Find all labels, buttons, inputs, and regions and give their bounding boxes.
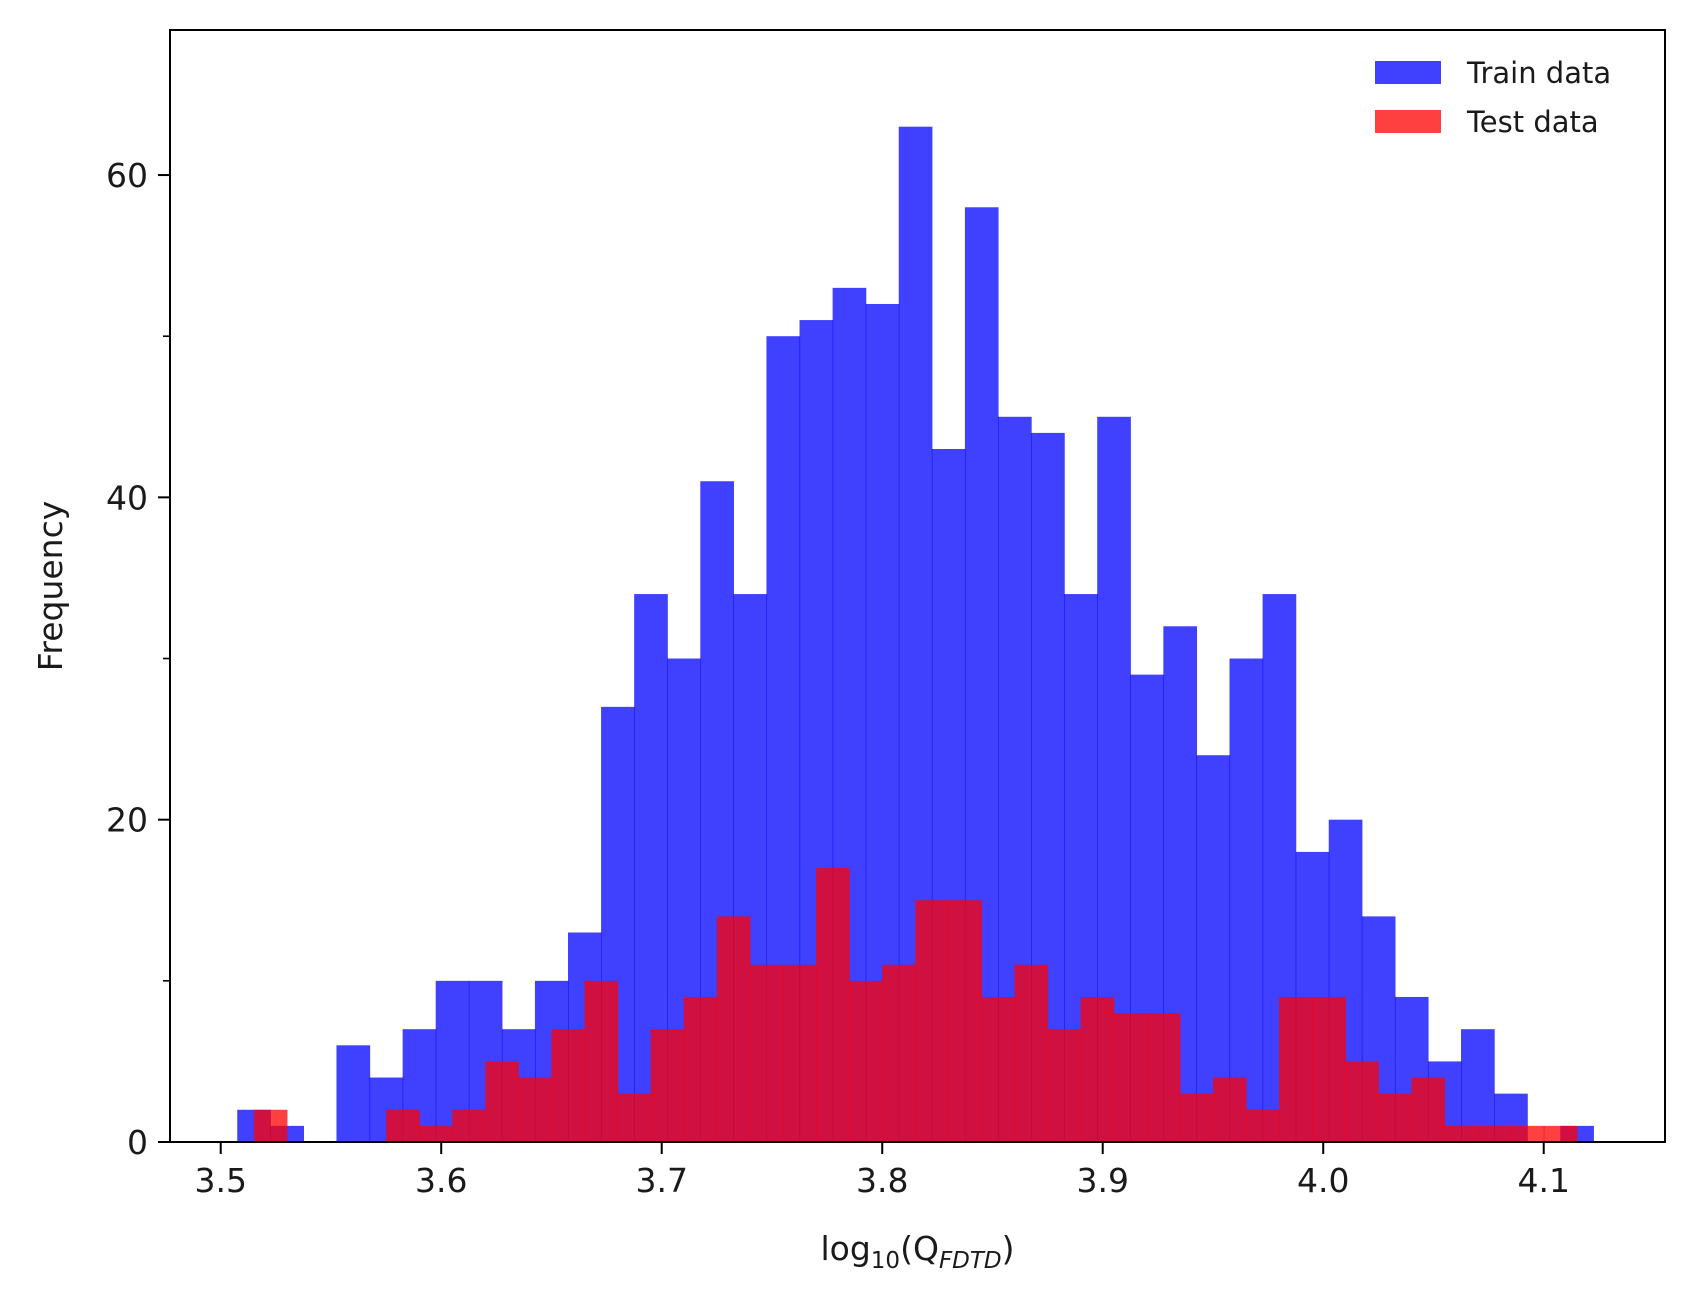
test-bar	[1246, 1109, 1280, 1142]
test-bar	[915, 900, 949, 1142]
test-bar	[419, 1125, 453, 1142]
test-bar	[485, 1061, 519, 1142]
test-bar	[782, 964, 817, 1142]
test-bar	[1312, 996, 1346, 1142]
test-bar	[253, 1109, 288, 1142]
test-bar	[452, 1109, 486, 1142]
test-bar	[584, 980, 619, 1142]
test-bar	[1113, 1013, 1148, 1142]
test-bar	[1146, 1013, 1181, 1142]
legend-label-test-data: Test data	[1466, 105, 1599, 139]
train-bar	[336, 1045, 371, 1142]
test-bar	[1014, 964, 1049, 1142]
y-axis-ticks: 0 20 40 60	[106, 156, 170, 1162]
train-bar	[1461, 1029, 1495, 1142]
test-bar	[1411, 1077, 1446, 1142]
test-bar	[617, 1093, 652, 1142]
x-tick-label: 3.9	[1076, 1161, 1128, 1200]
y-tick-label: 40	[106, 478, 148, 517]
test-bar	[716, 916, 751, 1142]
x-tick-label: 4.0	[1297, 1161, 1349, 1200]
x-axis-label: log10(QFDTD)	[820, 1229, 1014, 1274]
test-bar	[882, 964, 916, 1142]
x-tick-label: 4.1	[1517, 1161, 1569, 1200]
test-bar	[749, 964, 784, 1142]
x-tick-label: 3.8	[856, 1161, 908, 1200]
x-axis-ticks: 3.5 3.6 3.7 3.8 3.9 4.0 4.1	[194, 1142, 1570, 1200]
x-tick-label: 3.5	[194, 1161, 246, 1200]
test-bar	[683, 996, 718, 1142]
test-bar	[1345, 1061, 1379, 1142]
train-bar	[1229, 658, 1264, 1142]
test-bar	[849, 980, 883, 1142]
test-bar	[551, 1029, 586, 1142]
legend-swatch-train-data	[1375, 61, 1441, 84]
y-axis-label: Frequency	[31, 501, 70, 671]
test-bar	[981, 996, 1016, 1142]
test-bar	[1080, 996, 1115, 1142]
x-tick-label: 3.6	[415, 1161, 467, 1200]
test-bar	[1543, 1125, 1578, 1142]
test-bar	[1279, 996, 1313, 1142]
y-tick-label: 60	[106, 156, 148, 195]
y-tick-label: 0	[127, 1123, 148, 1162]
test-bar	[816, 868, 850, 1142]
test-bar	[948, 900, 983, 1142]
test-bar	[386, 1109, 420, 1142]
legend: Train data Test data	[1375, 56, 1611, 139]
test-bar	[1510, 1125, 1545, 1142]
test-bar	[518, 1077, 553, 1142]
test-bar	[1179, 1093, 1214, 1142]
test-bar	[1477, 1125, 1512, 1142]
legend-label-train-data: Train data	[1466, 56, 1611, 90]
test-data-bars	[253, 868, 1578, 1142]
test-bar	[1444, 1125, 1479, 1142]
test-bar	[1212, 1077, 1247, 1142]
x-tick-label: 3.7	[635, 1161, 687, 1200]
test-bar	[1378, 1093, 1413, 1142]
legend-swatch-test-data	[1375, 110, 1441, 133]
test-bar	[1047, 1029, 1082, 1142]
test-bar	[650, 1029, 685, 1142]
plot-area-frame	[169, 29, 1666, 1143]
y-tick-label: 20	[106, 801, 148, 840]
